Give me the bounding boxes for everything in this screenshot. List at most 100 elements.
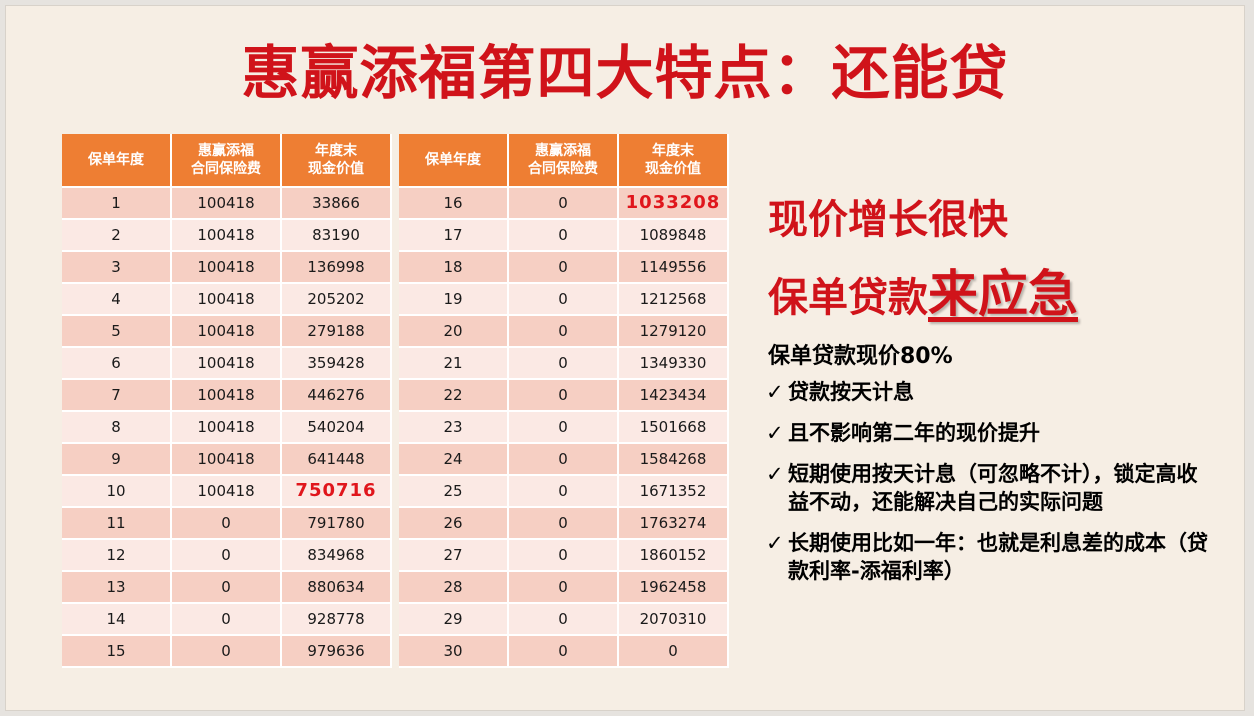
benefit-text: 长期使用比如一年：也就是利息差的成本（贷款利率-添福利率） bbox=[788, 531, 1208, 583]
cell-cash-value: 1149556 bbox=[619, 252, 729, 284]
table-row: 13 0 880634 bbox=[62, 572, 392, 604]
cell-cash-value: 791780 bbox=[282, 508, 392, 540]
table-row: 19 0 1212568 bbox=[399, 284, 729, 316]
cell-premium: 0 bbox=[509, 284, 619, 316]
cell-policy-year: 16 bbox=[399, 188, 509, 220]
table-row: 4 100418 205202 bbox=[62, 284, 392, 316]
cell-premium: 0 bbox=[172, 636, 282, 668]
table-row: 16 0 1033208 bbox=[399, 188, 729, 220]
cell-cash-value: 83190 bbox=[282, 220, 392, 252]
cell-premium: 0 bbox=[172, 572, 282, 604]
cell-premium: 0 bbox=[509, 604, 619, 636]
table-row: 14 0 928778 bbox=[62, 604, 392, 636]
cell-policy-year: 27 bbox=[399, 540, 509, 572]
cell-policy-year: 22 bbox=[399, 380, 509, 412]
header-cash-value: 年度末 现金价值 bbox=[282, 134, 392, 188]
heading-fast-growth: 现价增长很快 bbox=[768, 197, 1008, 243]
benefit-text: 且不影响第二年的现价提升 bbox=[788, 421, 1040, 445]
benefit-item: ✓ 且不影响第二年的现价提升 bbox=[766, 419, 1216, 447]
cell-policy-year: 19 bbox=[399, 284, 509, 316]
table-row: 15 0 979636 bbox=[62, 636, 392, 668]
cell-policy-year: 25 bbox=[399, 476, 509, 508]
cell-premium: 0 bbox=[509, 316, 619, 348]
cell-premium: 100418 bbox=[172, 412, 282, 444]
heading-emergency-emphasis: 来应急 bbox=[928, 265, 1078, 323]
cell-premium: 100418 bbox=[172, 476, 282, 508]
table-row: 24 0 1584268 bbox=[399, 444, 729, 476]
cell-premium: 0 bbox=[509, 444, 619, 476]
cell-policy-year: 14 bbox=[62, 604, 172, 636]
table-row: 11 0 791780 bbox=[62, 508, 392, 540]
cell-cash-value: 979636 bbox=[282, 636, 392, 668]
loan-ratio-text: 保单贷款现价80% bbox=[768, 344, 953, 369]
cell-policy-year: 2 bbox=[62, 220, 172, 252]
table-row: 5 100418 279188 bbox=[62, 316, 392, 348]
cell-cash-value: 1962458 bbox=[619, 572, 729, 604]
cell-policy-year: 28 bbox=[399, 572, 509, 604]
benefit-list: ✓ 贷款按天计息 ✓ 且不影响第二年的现价提升 ✓ 短期使用按天计息（可忽略不计），锁定高… bbox=[766, 378, 1216, 598]
cell-policy-year: 11 bbox=[62, 508, 172, 540]
cell-policy-year: 4 bbox=[62, 284, 172, 316]
cell-cash-value: 1212568 bbox=[619, 284, 729, 316]
table-row: 12 0 834968 bbox=[62, 540, 392, 572]
table-row: 6 100418 359428 bbox=[62, 348, 392, 380]
cell-policy-year: 24 bbox=[399, 444, 509, 476]
table-row: 26 0 1763274 bbox=[399, 508, 729, 540]
cell-premium: 0 bbox=[509, 476, 619, 508]
cell-premium: 100418 bbox=[172, 380, 282, 412]
cell-policy-year: 21 bbox=[399, 348, 509, 380]
table-row: 8 100418 540204 bbox=[62, 412, 392, 444]
table-row: 9 100418 641448 bbox=[62, 444, 392, 476]
header-policy-year: 保单年度 bbox=[62, 134, 172, 188]
benefit-item: ✓ 短期使用按天计息（可忽略不计），锁定高收益不动，还能解决自己的实际问题 bbox=[766, 460, 1216, 516]
cell-policy-year: 17 bbox=[399, 220, 509, 252]
cell-policy-year: 26 bbox=[399, 508, 509, 540]
cell-premium: 0 bbox=[172, 508, 282, 540]
cell-policy-year: 8 bbox=[62, 412, 172, 444]
check-icon: ✓ bbox=[766, 380, 784, 404]
cell-policy-year: 20 bbox=[399, 316, 509, 348]
cell-policy-year: 18 bbox=[399, 252, 509, 284]
cell-premium: 0 bbox=[509, 540, 619, 572]
cell-cash-value: 834968 bbox=[282, 540, 392, 572]
cell-cash-value: 0 bbox=[619, 636, 729, 668]
cell-cash-value: 1671352 bbox=[619, 476, 729, 508]
cell-premium: 100418 bbox=[172, 348, 282, 380]
benefit-item: ✓ 贷款按天计息 bbox=[766, 378, 1216, 406]
table-row: 7 100418 446276 bbox=[62, 380, 392, 412]
header-premium: 惠赢添福 合同保险费 bbox=[509, 134, 619, 188]
cell-cash-value: 136998 bbox=[282, 252, 392, 284]
table-row: 2 100418 83190 bbox=[62, 220, 392, 252]
header-policy-year: 保单年度 bbox=[399, 134, 509, 188]
table-row: 23 0 1501668 bbox=[399, 412, 729, 444]
cell-premium: 0 bbox=[509, 348, 619, 380]
cell-policy-year: 3 bbox=[62, 252, 172, 284]
table-row: 30 0 0 bbox=[399, 636, 729, 668]
cell-premium: 0 bbox=[509, 380, 619, 412]
cell-premium: 100418 bbox=[172, 444, 282, 476]
cell-cash-value: 279188 bbox=[282, 316, 392, 348]
header-cash-value: 年度末 现金价值 bbox=[619, 134, 729, 188]
cell-premium: 100418 bbox=[172, 220, 282, 252]
cell-premium: 0 bbox=[509, 508, 619, 540]
cash-value-table-left: 保单年度 惠赢添福 合同保险费 年度末 现金价值 1 100418 33866 2 1004… bbox=[62, 134, 392, 668]
cell-cash-value: 1033208 bbox=[619, 188, 729, 220]
table-row: 25 0 1671352 bbox=[399, 476, 729, 508]
table-row: 27 0 1860152 bbox=[399, 540, 729, 572]
cell-policy-year: 6 bbox=[62, 348, 172, 380]
cell-premium: 0 bbox=[172, 540, 282, 572]
table-row: 22 0 1423434 bbox=[399, 380, 729, 412]
cell-policy-year: 15 bbox=[62, 636, 172, 668]
table-row: 3 100418 136998 bbox=[62, 252, 392, 284]
cell-cash-value: 750716 bbox=[282, 476, 392, 508]
cell-cash-value: 205202 bbox=[282, 284, 392, 316]
cell-cash-value: 928778 bbox=[282, 604, 392, 636]
table-row: 18 0 1149556 bbox=[399, 252, 729, 284]
page-title: 惠赢添福第四大特点：还能贷 bbox=[241, 39, 1009, 107]
cell-cash-value: 880634 bbox=[282, 572, 392, 604]
cash-value-table-right: 保单年度 惠赢添福 合同保险费 年度末 现金价值 16 0 1033208 17 0 1089… bbox=[399, 134, 729, 668]
cell-premium: 0 bbox=[172, 604, 282, 636]
cell-policy-year: 10 bbox=[62, 476, 172, 508]
cell-policy-year: 30 bbox=[399, 636, 509, 668]
benefit-item: ✓ 长期使用比如一年：也就是利息差的成本（贷款利率-添福利率） bbox=[766, 529, 1216, 585]
